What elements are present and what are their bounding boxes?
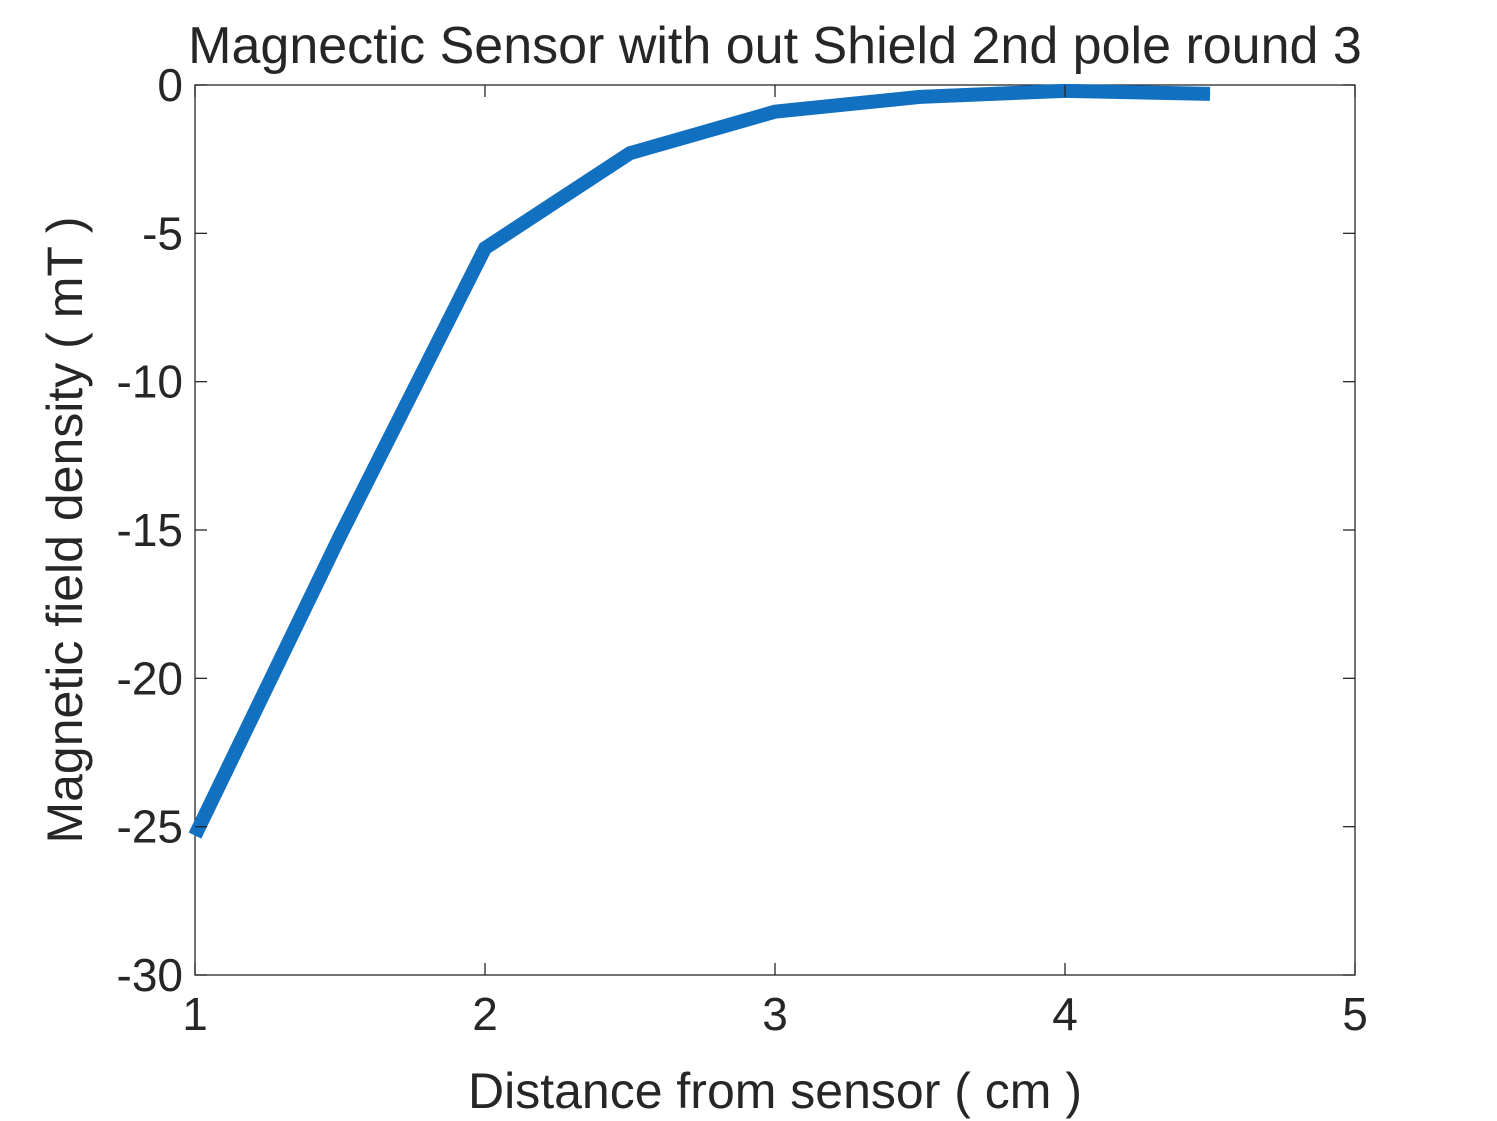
x-axis-label: Distance from sensor ( cm )	[468, 1063, 1082, 1119]
data-point	[774, 111, 776, 113]
y-tick-label: 0	[157, 59, 183, 111]
data-point	[1209, 93, 1211, 95]
series-line	[188, 83, 1211, 839]
plot-frame	[194, 84, 1356, 976]
y-tick-label: -30	[117, 949, 183, 1001]
y-tick-label: -10	[117, 356, 183, 408]
x-tick-label: 2	[472, 988, 498, 1040]
x-tick-label: 1	[182, 988, 208, 1040]
y-tick-label: -20	[117, 652, 183, 704]
data-point	[919, 96, 921, 98]
y-tick-label: -15	[117, 504, 183, 556]
x-tick-label: 3	[762, 988, 788, 1040]
ticks-layer: 1 2 3 4 5 0 -5 -10 -15 -20 -25 -30	[117, 59, 1368, 1040]
plot-area	[194, 84, 1356, 976]
y-tick-label: -5	[142, 207, 183, 259]
data-point	[484, 247, 486, 249]
data-point	[339, 535, 341, 537]
y-axis-label: Magnetic field density ( mT )	[37, 216, 93, 843]
chart-title: Magnectic Sensor with out Shield 2nd pol…	[188, 17, 1362, 75]
data-point	[194, 835, 196, 837]
x-tick-label: 4	[1052, 988, 1078, 1040]
data-point	[629, 152, 631, 154]
y-tick-label: -25	[117, 801, 183, 853]
x-tick-label: 5	[1342, 988, 1368, 1040]
